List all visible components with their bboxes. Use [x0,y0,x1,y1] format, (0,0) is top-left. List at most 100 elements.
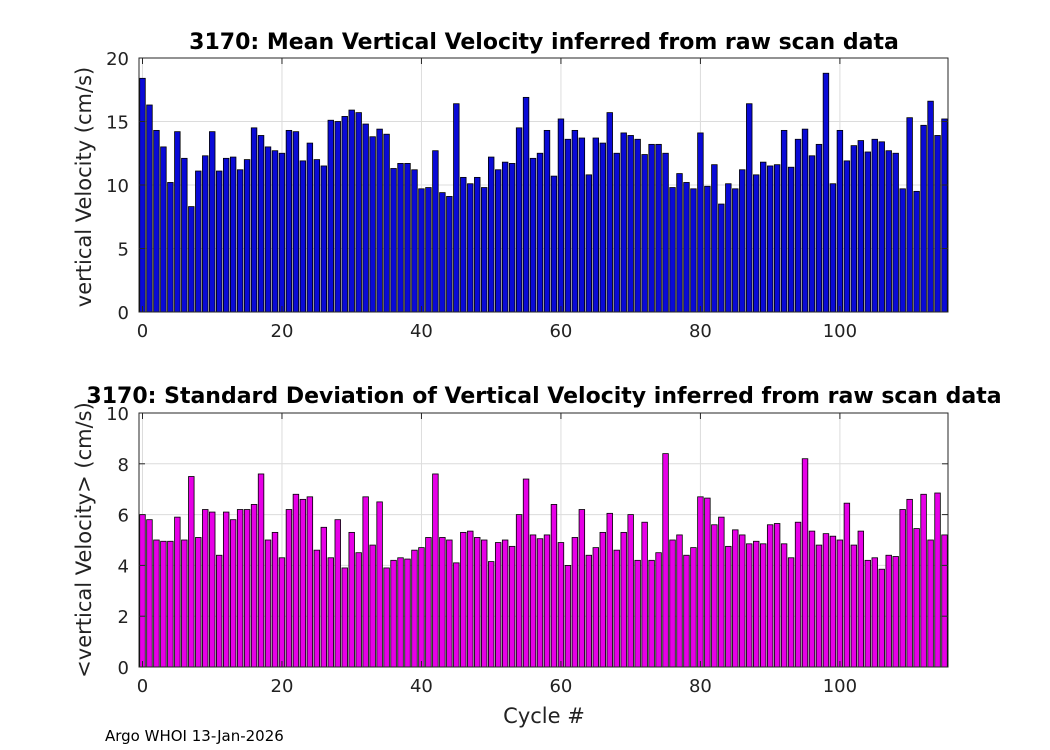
mean-bar-cycle-28 [334,121,341,313]
mean-bar-cycle-30 [348,109,355,313]
mean-bar-cycle-26 [320,165,328,313]
mean-bar-cycle-58 [543,129,551,313]
std-bar-cycle-20 [278,557,286,668]
mean-velocity-chart: 3170: Mean Vertical Velocity inferred fr… [72,30,949,342]
std-bar-cycle-47 [467,530,474,668]
std-bar-cycle-8 [195,537,202,668]
mean-bar-cycle-64 [585,174,593,313]
mean-bar-cycle-16 [250,127,258,313]
mean-bar-cycle-8 [195,170,202,313]
mean-bar-cycle-111 [913,190,920,313]
std-bar-cycle-0 [139,514,146,668]
mean-bar-cycle-97 [815,143,823,313]
std-bar-cycle-6 [181,539,188,668]
x-tick-label: 20 [271,321,294,342]
std-bar-cycle-21 [285,509,293,668]
mean-bar-cycle-65 [592,137,600,313]
mean-bar-cycle-89 [760,161,767,313]
mean-bar-cycle-60 [557,118,565,313]
std-bar-cycle-59 [550,504,558,668]
std-bar-cycle-35 [383,567,390,668]
std-bar-cycle-45 [453,562,460,668]
mean-bar-cycle-86 [739,169,746,313]
std-bar-cycle-82 [711,524,718,668]
std-bar-cycle-106 [878,568,885,668]
mean-bar-cycle-87 [746,103,753,313]
std-bar-cycle-61 [564,565,572,668]
y-tick-label: 20 [106,49,129,70]
mean-bar-cycle-109 [899,188,906,313]
y-tick-label: 15 [106,113,129,134]
mean-bar-cycle-48 [474,176,481,313]
std-bar-cycle-104 [864,559,871,668]
plot-frame [138,412,949,668]
mean-bar-cycle-34 [376,128,383,313]
std-bar-cycle-74 [655,552,662,668]
mean-bar-cycle-62 [571,129,579,313]
std-bar-cycle-15 [243,509,251,668]
std-bar-cycle-102 [850,544,858,668]
std-bar-cycle-27 [327,557,334,668]
mean-bar-cycle-115 [941,118,948,313]
mean-bar-cycle-61 [564,138,572,313]
mean-bar-cycle-66 [599,142,606,313]
y-tick-label: 0 [118,658,129,679]
std-bar-cycle-14 [236,509,244,668]
mean-bar-cycle-94 [794,138,802,313]
std-bar-cycle-49 [481,539,488,668]
std-bar-cycle-57 [536,538,544,668]
std-bar-cycle-50 [487,561,495,668]
std-bar-cycle-80 [697,496,704,668]
std-bar-cycle-63 [578,509,586,668]
mean-bar-cycle-5 [174,131,181,313]
mean-bar-cycle-47 [467,183,474,313]
std-bar-cycle-33 [369,544,376,668]
std-bar-cycle-64 [585,554,593,668]
mean-bar-cycle-9 [202,155,209,313]
mean-bar-cycle-2 [153,129,160,313]
mean-bar-cycle-101 [843,160,851,313]
std-bar-cycle-41 [425,537,432,668]
mean-bar-cycle-106 [878,141,885,313]
mean-bar-cycle-6 [181,157,188,313]
mean-bar-cycle-43 [439,192,446,313]
std-bar-cycle-110 [906,498,913,668]
std-bar-cycle-109 [899,509,906,668]
mean-bar-cycle-72 [641,154,648,313]
mean-bar-cycle-25 [313,159,321,313]
mean-bar-cycle-44 [446,196,453,313]
mean-bar-cycle-50 [487,156,495,313]
mean-bar-cycle-46 [460,176,467,313]
mean-bar-cycle-113 [927,100,934,313]
mean-bar-cycle-76 [669,187,676,313]
mean-bar-cycle-84 [725,183,732,313]
mean-bar-cycle-91 [773,164,781,313]
y-axis-label: vertical Velocity (cm/s) [72,67,96,307]
mean-bar-cycle-57 [536,152,544,313]
std-bar-cycle-4 [167,540,174,668]
y-tick-label: 4 [118,556,129,577]
mean-bar-cycle-39 [411,169,418,313]
mean-bar-cycle-21 [285,129,293,313]
std-bar-cycle-51 [494,542,502,668]
mean-bar-cycle-10 [209,131,216,313]
y-tick-label: 2 [118,607,129,628]
mean-bar-cycle-31 [355,112,362,313]
std-bar-cycle-1 [146,519,153,668]
mean-bar-cycle-98 [822,72,830,313]
std-bar-cycle-66 [599,531,606,668]
std-bar-cycle-37 [397,557,404,668]
mean-bar-cycle-38 [404,163,411,313]
mean-bar-cycle-81 [704,185,711,313]
mean-bar-cycle-32 [362,123,369,313]
std-bar-cycle-16 [250,504,258,668]
mean-bar-cycle-13 [229,156,237,313]
mean-bar-cycle-29 [341,116,348,313]
std-bar-cycle-70 [627,514,634,668]
std-bar-cycle-34 [376,501,383,668]
mean-bar-cycle-67 [606,112,613,313]
std-bar-cycle-85 [732,529,739,668]
y-tick-label: 0 [118,303,129,324]
std-bar-cycle-98 [822,533,830,668]
mean-bar-cycle-52 [501,161,509,313]
